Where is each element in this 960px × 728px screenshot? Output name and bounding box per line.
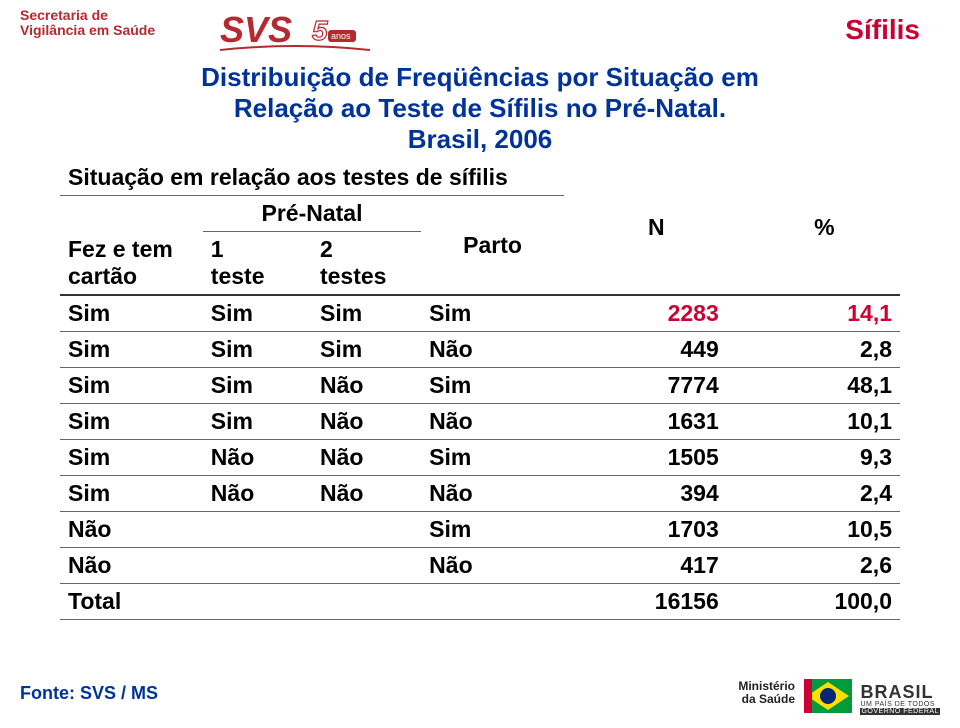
table-cell: Não [312,368,421,404]
col1-header: Fez e tem cartão [60,196,203,296]
table-cell: Total [60,584,203,620]
table-row: SimSimNãoSim777448,1 [60,368,900,404]
table-cell: Não [421,548,564,584]
ministry-label: Ministério da Saúde [738,680,795,706]
table-cell: Não [203,476,312,512]
table-body: SimSimSimSim228314,1SimSimSimNão4492,8Si… [60,295,900,620]
corner-badge: Sífilis [845,14,920,46]
table-cell: 1631 [564,404,749,440]
table-cell: Não [60,548,203,584]
col2-header: 1 teste [203,232,312,296]
table-cell: Não [421,332,564,368]
brasil-logo: BRASIL UM PAÍS DE TODOS GOVERNO FEDERAL [804,679,940,718]
group-header: Situação em relação aos testes de sífili… [60,160,564,196]
slide-title: Distribuição de Freqüências por Situação… [60,62,900,156]
table-cell: Sim [60,440,203,476]
table-cell: Sim [421,368,564,404]
header-row-1: Situação em relação aos testes de sífili… [60,160,900,196]
table-cell: 9,3 [749,440,900,476]
col4-header: Parto [421,196,564,296]
table-row: Total 16156100,0 [60,584,900,620]
table-cell: 2,6 [749,548,900,584]
table-cell [203,548,312,584]
svg-text:anos: anos [331,31,351,41]
col3-header: 2 testes [312,232,421,296]
page-header: Secretaria de Vigilância em Saúde SVS 5 … [20,8,940,58]
source-label: Fonte: SVS / MS [20,683,158,704]
org-line2: Vigilância em Saúde [20,23,155,38]
brasil-text: BRASIL UM PAÍS DE TODOS GOVERNO FEDERAL [860,683,940,715]
table-cell [312,548,421,584]
table-cell: Não [421,476,564,512]
data-table: Situação em relação aos testes de sífili… [60,160,900,620]
svg-text:SVS: SVS [220,10,292,50]
table-cell: Não [312,404,421,440]
table-row: SimSimSimNão4492,8 [60,332,900,368]
table-cell: Sim [312,332,421,368]
table-cell [421,584,564,620]
table-cell [203,584,312,620]
table-cell [312,584,421,620]
table-cell: Sim [203,404,312,440]
table-cell: 1703 [564,512,749,548]
table-cell: Sim [203,295,312,332]
svs-logo: SVS 5 anos [220,10,370,59]
table-cell: 48,1 [749,368,900,404]
table-cell: Sim [60,476,203,512]
table-cell: 2,4 [749,476,900,512]
table-cell: Sim [60,332,203,368]
table-cell: 1505 [564,440,749,476]
table-row: SimSimSimSim228314,1 [60,295,900,332]
table-cell: Não [312,440,421,476]
table-cell: Sim [203,332,312,368]
table-cell: Sim [60,404,203,440]
table-cell: Sim [60,368,203,404]
table-row: Não Sim170310,5 [60,512,900,548]
table-cell: 417 [564,548,749,584]
table-cell: Sim [203,368,312,404]
table-cell: Não [60,512,203,548]
table-cell: 16156 [564,584,749,620]
table-row: SimSimNãoNão163110,1 [60,404,900,440]
table-row: SimNãoNãoNão3942,4 [60,476,900,512]
table-cell: 7774 [564,368,749,404]
col-n: N [564,160,749,295]
title-line2: Relação ao Teste de Sífilis no Pré-Natal… [60,93,900,124]
table-cell [203,512,312,548]
table-cell: Não [312,476,421,512]
table-cell: Sim [421,440,564,476]
table-cell: 10,1 [749,404,900,440]
frequency-table: Situação em relação aos testes de sífili… [60,160,900,620]
flag-icon [804,679,852,718]
table-cell: 10,5 [749,512,900,548]
table-cell: Sim [312,295,421,332]
title-line3: Brasil, 2006 [60,124,900,155]
table-cell: 14,1 [749,295,900,332]
table-row: NãoNão4172,6 [60,548,900,584]
table-cell: 449 [564,332,749,368]
table-cell: 100,0 [749,584,900,620]
col-pct: % [749,160,900,295]
table-cell: 2,8 [749,332,900,368]
table-cell: Não [203,440,312,476]
table-cell: 394 [564,476,749,512]
table-cell: Sim [421,295,564,332]
table-row: SimNãoNãoSim15059,3 [60,440,900,476]
table-cell: Não [421,404,564,440]
org-line1: Secretaria de [20,8,155,23]
table-cell: 2283 [564,295,749,332]
table-cell [312,512,421,548]
table-cell: Sim [60,295,203,332]
title-line1: Distribuição de Freqüências por Situação… [60,62,900,93]
svg-text:5: 5 [312,15,328,46]
sub-group-header: Pré-Natal [203,196,421,232]
table-cell: Sim [421,512,564,548]
org-name: Secretaria de Vigilância em Saúde [20,8,155,39]
